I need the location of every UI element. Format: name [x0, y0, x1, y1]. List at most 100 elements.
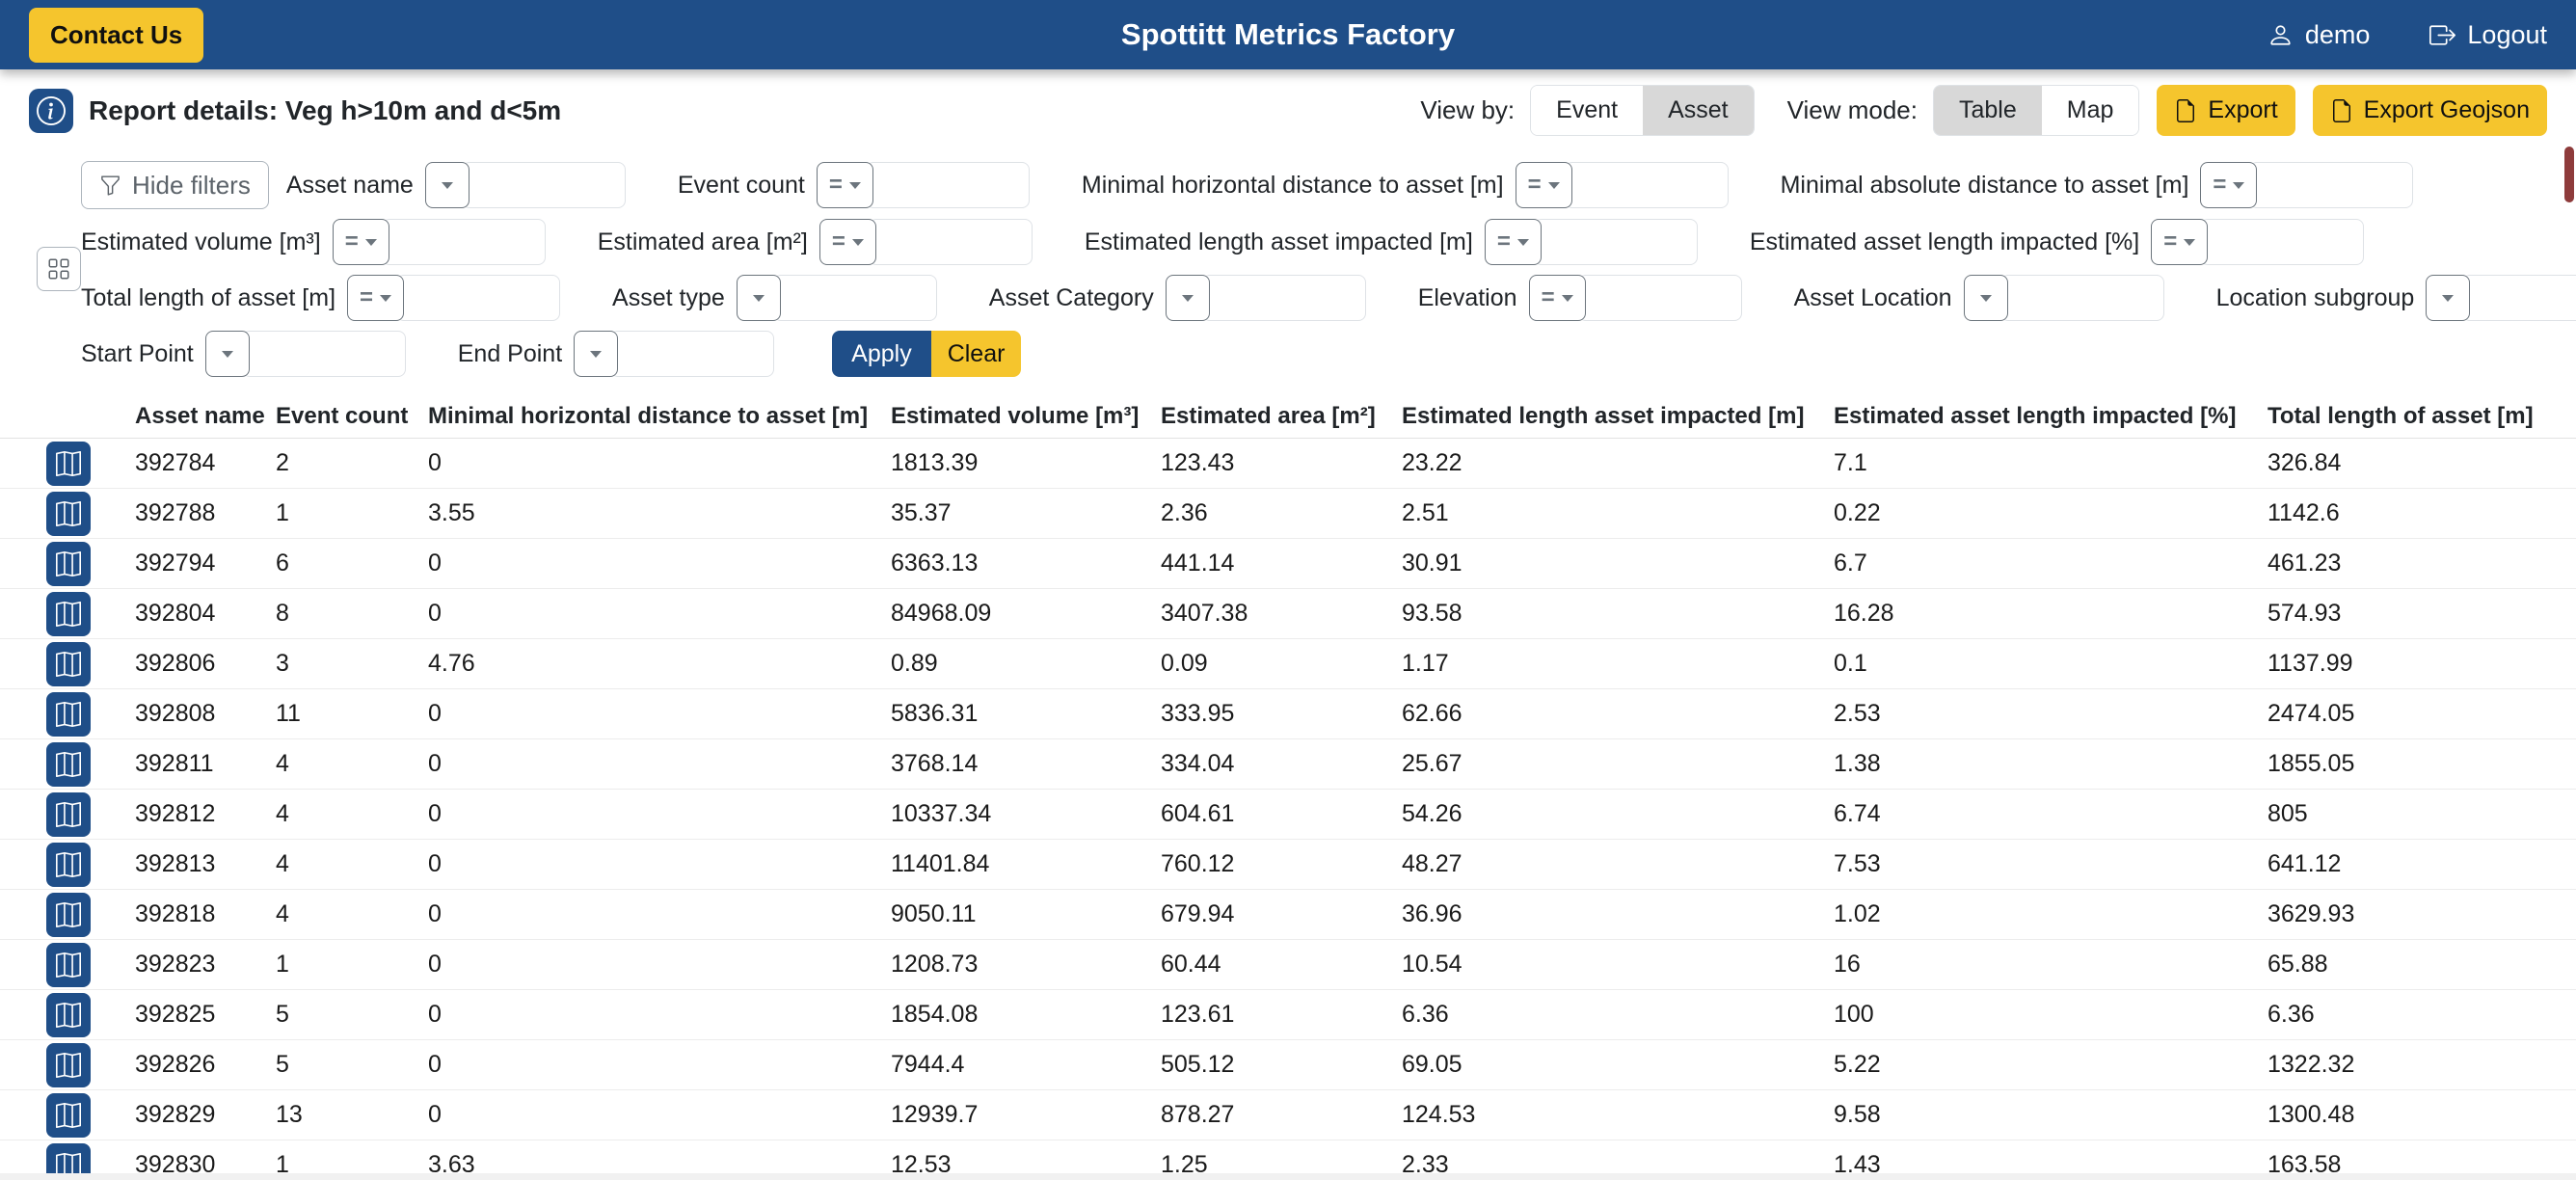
filter-operator-dropdown[interactable]	[1165, 275, 1210, 321]
show-on-map-button[interactable]	[46, 491, 91, 536]
show-on-map-button[interactable]	[46, 741, 91, 787]
filter-input[interactable]	[1533, 219, 1698, 265]
table-cell: 0	[428, 951, 442, 978]
filter-operator-dropdown[interactable]: =	[816, 162, 873, 208]
filter-total-length-of-asset-m: Total length of asset [m] =	[81, 275, 561, 321]
filter-estimated-area-m: Estimated area [m²] =	[598, 219, 1033, 265]
filter-operator-dropdown[interactable]: =	[1515, 162, 1572, 208]
filter-start-point: Start Point	[81, 331, 406, 377]
show-on-map-button[interactable]	[46, 992, 91, 1037]
map-icon	[56, 801, 81, 827]
filter-label: Estimated asset length impacted [%]	[1749, 228, 2140, 255]
table-cell: 0	[428, 550, 442, 577]
filter-operator-dropdown[interactable]	[1963, 275, 2008, 321]
map-icon	[56, 952, 81, 978]
filter-operator-dropdown[interactable]	[424, 162, 470, 208]
top-navbar: Contact Us Spottitt Metrics Factory demo…	[0, 0, 2576, 69]
filter-input[interactable]	[868, 219, 1033, 265]
table-cell: 65.88	[2267, 951, 2328, 978]
filter-input[interactable]	[241, 331, 406, 377]
filter-operator-dropdown[interactable]	[736, 275, 781, 321]
filter-asset-type: Asset type	[612, 275, 937, 321]
show-on-map-button[interactable]	[46, 1092, 91, 1138]
report-info-button[interactable]	[29, 88, 73, 133]
show-on-map-button[interactable]	[46, 691, 91, 737]
filter-input[interactable]	[1201, 275, 1366, 321]
filter-input[interactable]	[461, 162, 626, 208]
operator-value: =	[360, 284, 374, 310]
apply-button[interactable]: Apply	[832, 331, 931, 377]
view-by-event-button[interactable]: Event	[1531, 86, 1644, 135]
column-header: Estimated area [m²]	[1161, 402, 1376, 429]
operator-value: =	[344, 228, 359, 255]
caret-down-icon	[2184, 238, 2196, 246]
logout-button[interactable]: Logout	[2429, 20, 2547, 50]
table-cell: 1.02	[1834, 900, 1881, 927]
table-cell: 6.36	[2267, 1001, 2315, 1028]
filter-input[interactable]	[865, 162, 1030, 208]
filter-row-3: Total length of asset [m] = Asset type Asse…	[81, 275, 2576, 321]
show-on-map-button[interactable]	[46, 942, 91, 987]
filter-input[interactable]	[1577, 275, 1742, 321]
table-cell: 10.54	[1402, 951, 1462, 978]
horizontal-scrollbar-track[interactable]	[0, 1173, 2576, 1180]
filter-input[interactable]	[381, 219, 546, 265]
column-header: Estimated length asset impacted [m]	[1402, 402, 1805, 429]
filter-input[interactable]	[772, 275, 937, 321]
filter-label: Location subgroup	[2215, 283, 2415, 311]
caret-down-icon	[851, 238, 864, 246]
filter-operator-dropdown[interactable]: =	[332, 219, 389, 265]
filter-asset-category: Asset Category	[989, 275, 1366, 321]
show-on-map-button[interactable]	[46, 591, 91, 636]
table-cell: 2.51	[1402, 499, 1449, 526]
table-row: 392825 5 0 1854.08 123.61 6.36 100 6.36	[0, 990, 2576, 1040]
table-header-row: Asset name Event count Minimal horizontal …	[0, 394, 2576, 439]
table-cell: 1208.73	[891, 951, 979, 978]
hide-filters-button[interactable]: Hide filters	[81, 161, 269, 209]
filter-operator-dropdown[interactable]: =	[1528, 275, 1586, 321]
filter-operator-dropdown[interactable]	[204, 331, 250, 377]
show-on-map-button[interactable]	[46, 541, 91, 586]
export-geojson-button[interactable]: Export Geojson	[2312, 85, 2547, 136]
filter-input[interactable]	[2462, 275, 2576, 321]
show-on-map-button[interactable]	[46, 441, 91, 486]
caret-down-icon	[380, 294, 392, 302]
table-cell: 0	[428, 449, 442, 476]
contact-us-button[interactable]: Contact Us	[29, 7, 204, 63]
show-on-map-button[interactable]	[46, 892, 91, 937]
filter-operator-dropdown[interactable]: =	[347, 275, 405, 321]
filter-operator-dropdown[interactable]: =	[818, 219, 876, 265]
filter-operator-dropdown[interactable]: =	[1484, 219, 1542, 265]
map-icon	[56, 450, 81, 476]
filter-input[interactable]	[2200, 219, 2365, 265]
view-mode-table-button[interactable]: Table	[1934, 86, 2042, 135]
filter-operator-dropdown[interactable]	[2426, 275, 2471, 321]
clear-button[interactable]: Clear	[930, 331, 1022, 377]
filter-operator-dropdown[interactable]	[574, 331, 619, 377]
filter-operator-dropdown[interactable]: =	[2151, 219, 2209, 265]
filter-input[interactable]	[1564, 162, 1729, 208]
user-menu[interactable]: demo	[2267, 20, 2370, 50]
filter-input[interactable]	[2249, 162, 2414, 208]
show-on-map-button[interactable]	[46, 1042, 91, 1087]
table-cell: 392826	[135, 1051, 216, 1078]
filter-asset-location: Asset Location	[1794, 275, 2164, 321]
caret-down-icon	[1181, 294, 1194, 302]
table-cell: 392823	[135, 951, 216, 978]
table-cell: 6	[276, 550, 289, 577]
export-button[interactable]: Export	[2157, 85, 2295, 136]
column-settings-button[interactable]	[37, 247, 81, 291]
show-on-map-button[interactable]	[46, 842, 91, 887]
filter-input[interactable]	[1999, 275, 2164, 321]
filter-operator-dropdown[interactable]: =	[2200, 162, 2258, 208]
show-on-map-button[interactable]	[46, 791, 91, 837]
table-cell: 35.37	[891, 499, 952, 526]
filter-label: Asset type	[612, 283, 725, 311]
show-on-map-button[interactable]	[46, 641, 91, 686]
view-mode-map-button[interactable]: Map	[2041, 86, 2139, 135]
vertical-scrollbar-thumb[interactable]	[2564, 147, 2574, 202]
filter-input[interactable]	[396, 275, 561, 321]
filter-input[interactable]	[610, 331, 775, 377]
view-by-asset-button[interactable]: Asset	[1643, 86, 1754, 135]
file-icon	[2174, 98, 2197, 122]
